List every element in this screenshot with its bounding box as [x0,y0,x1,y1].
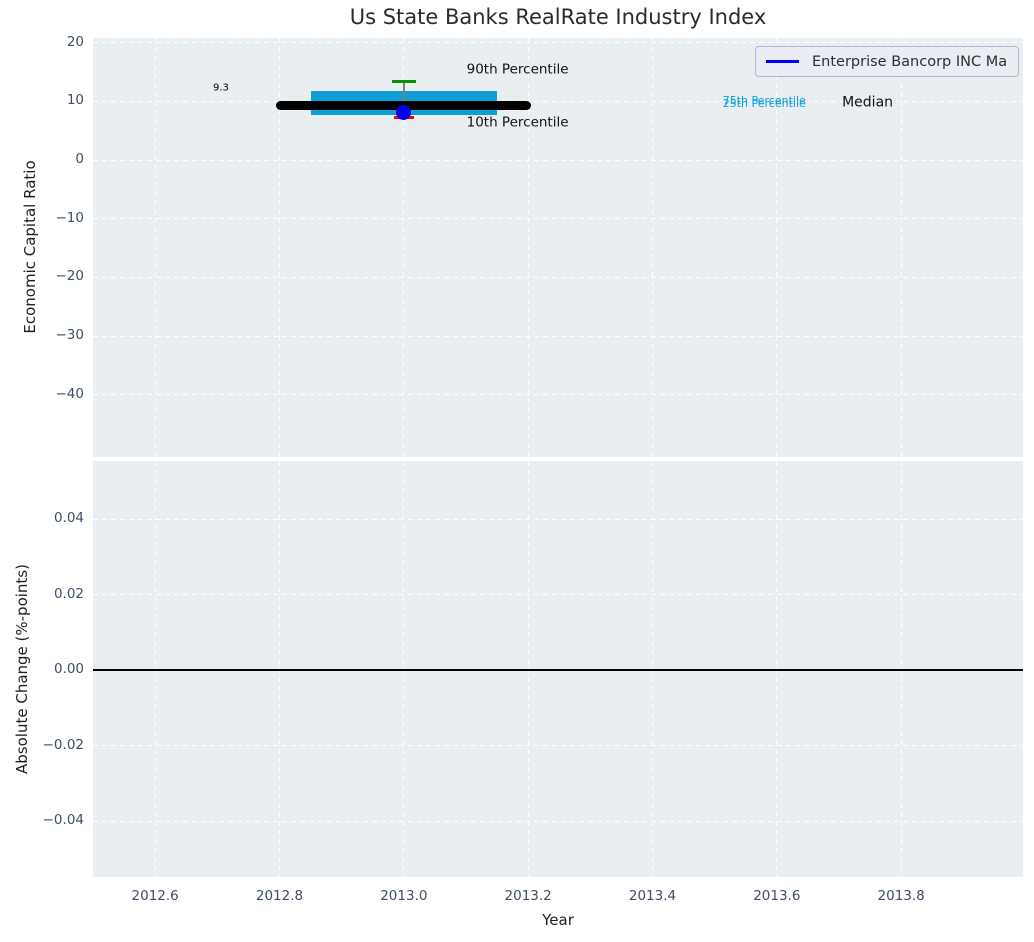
gridline-horizontal [93,745,1023,747]
x-tick-label: 2012.8 [255,888,304,904]
top-plot-area: 9.3 90th Percentile 10th Percentile 75th Pe… [93,38,1023,457]
gridline-vertical [403,38,405,457]
bottom-plot-area [93,461,1023,877]
x-tick-label: 2013.0 [380,888,428,904]
whisker-line [403,81,405,118]
gridline-vertical [900,38,902,457]
y-tick-label: −20 [55,268,85,285]
gridline-horizontal [93,335,1023,337]
gridline-vertical [154,461,156,877]
legend: Enterprise Bancorp INC Ma [755,46,1019,77]
gridline-vertical [776,38,778,457]
chart-title: Us State Banks RealRate Industry Index [349,5,767,29]
y-tick-label: −0.02 [42,736,84,753]
annotation-90th-percentile: 90th Percentile [466,61,569,78]
annotation-25th-percentile: 25th Percentile [722,97,806,111]
gridline-vertical [527,461,529,877]
gridline-vertical [651,38,653,457]
gridline-horizontal [93,594,1023,596]
legend-label: Enterprise Bancorp INC Ma [812,53,1008,70]
gridline-vertical [776,461,778,877]
y-tick-label: −30 [55,327,85,344]
gridline-horizontal [93,218,1023,220]
y-tick-label: 0 [75,151,84,168]
gridline-horizontal [93,518,1023,520]
gridline-horizontal [93,100,1023,102]
gridline-vertical [154,38,156,457]
gridline-vertical [278,461,280,877]
y-tick-label: 0.04 [53,510,84,527]
annotation-median: Median [842,94,894,111]
y-tick-label: 10 [66,92,84,109]
x-tick-label: 2013.8 [877,888,925,904]
p90-cap [392,79,416,83]
legend-line-sample [766,60,799,63]
annotation-10th-percentile: 10th Percentile [466,114,569,131]
gridline-vertical [651,461,653,877]
x-tick-label: 2013.6 [753,888,801,904]
y-tick-label: 0.02 [53,585,84,602]
y-tick-label: −10 [55,209,85,226]
gridline-vertical [900,461,902,877]
annotation-75th-percentile: 75th Percentile [722,94,806,108]
gridline-horizontal [93,159,1023,161]
zero-line [93,669,1023,672]
gridline-horizontal [93,820,1023,822]
y-tick-label: −40 [55,385,85,402]
company-marker [396,105,412,121]
y-tick-label: 20 [66,33,84,50]
y-tick-label: 0.00 [53,661,84,678]
y-tick-label: −0.04 [42,812,84,829]
gridline-vertical [527,38,529,457]
gridline-vertical [278,38,280,457]
x-tick-label: 2013.2 [504,888,552,904]
gridline-horizontal [93,276,1023,278]
x-tick-label: 2012.6 [131,888,179,904]
gridline-horizontal [93,394,1023,396]
gridline-horizontal [93,42,1023,44]
x-axis-label: Year [542,911,574,929]
gridline-vertical [403,461,405,877]
x-tick-label: 2013.4 [628,888,677,904]
y-axis-label-top: Economic Capital Ratio [21,160,39,334]
annotation-9-3: 9.3 [212,82,229,94]
